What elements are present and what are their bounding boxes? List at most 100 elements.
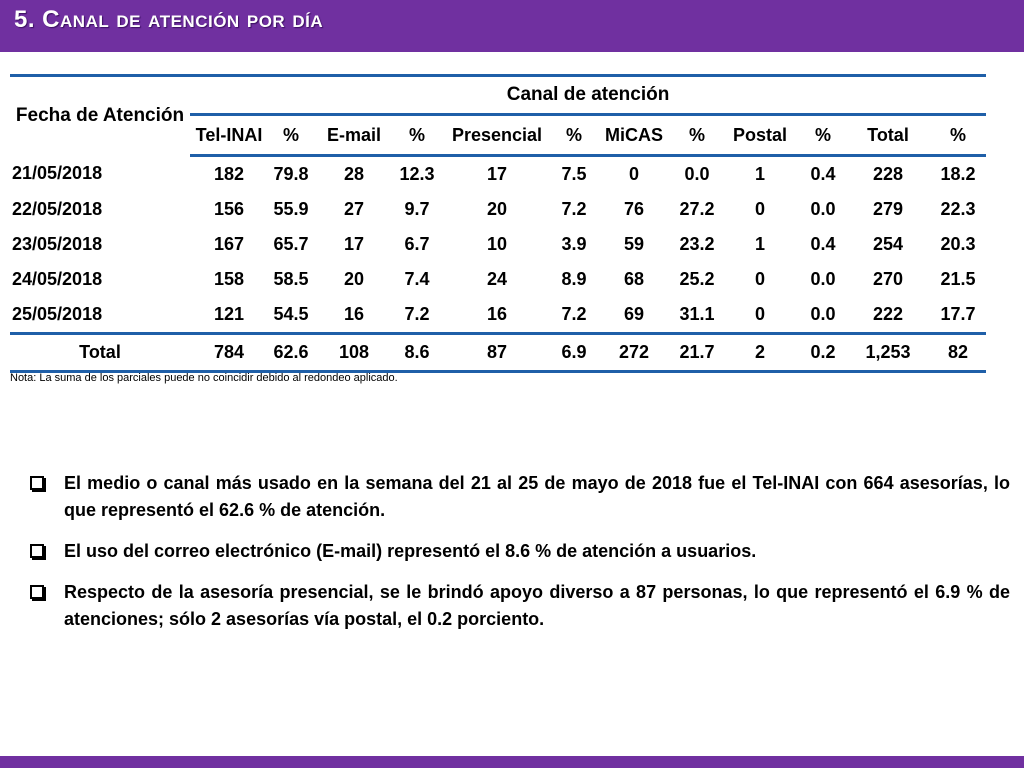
table-cell: 16 [486, 304, 508, 324]
column-header: % [930, 114, 987, 157]
table-cell: 0.0 [810, 199, 836, 219]
table-row: 22/05/2018 156 55.9 27 9.7 20 7.2 76 27.2 0 0.0 279… [10, 192, 986, 227]
total-cell: 21.7 [674, 332, 720, 373]
column-header: Total [846, 114, 930, 157]
table-cell: 279 [872, 199, 904, 219]
table-cell: 28 [343, 164, 365, 184]
footer-bar [0, 756, 1024, 768]
total-cell: 2 [720, 332, 800, 373]
table-body: 21/05/2018 182 79.8 28 12.3 17 7.5 0 0.0 1 0.4 228 1… [10, 156, 986, 334]
table-cell: 17 [486, 164, 508, 184]
table-cell: 0.0 [684, 164, 710, 184]
column-header: Tel-INAI [190, 114, 268, 157]
table-cell: 156 [213, 199, 245, 219]
summary-bullets: El medio o canal más usado en la semana … [30, 470, 1010, 647]
table-cell: 25.2 [679, 269, 715, 289]
total-cell: 82 [930, 332, 987, 373]
table-cell: 24 [486, 269, 508, 289]
table-cell: 79.8 [273, 164, 309, 184]
table-cell: 158 [213, 269, 245, 289]
attention-table-container: Fecha de Atención Canal de atención Tel-… [10, 74, 987, 373]
date-cell: 25/05/2018 [12, 304, 103, 324]
table-row: 25/05/2018 121 54.5 16 7.2 16 7.2 69 31.1 0 0.0 222… [10, 297, 986, 334]
table-cell: 3.9 [561, 234, 587, 254]
checkbox-bullet-icon [30, 544, 46, 560]
table-cell: 0 [628, 164, 639, 184]
attention-table: Fecha de Atención Canal de atención Tel-… [10, 74, 987, 373]
table-cell: 27.2 [679, 199, 715, 219]
table-cell: 167 [213, 234, 245, 254]
table-row: 24/05/2018 158 58.5 20 7.4 24 8.9 68 25.2 0 0.0 270… [10, 262, 986, 297]
column-header: % [800, 114, 846, 157]
table-cell: 20 [343, 269, 365, 289]
table-cell: 21.5 [940, 269, 976, 289]
table-cell: 7.2 [561, 199, 587, 219]
table-cell: 31.1 [679, 304, 715, 324]
total-cell: 87 [440, 332, 554, 373]
column-header: Postal [720, 114, 800, 157]
table-cell: 7.2 [561, 304, 587, 324]
table-cell: 68 [623, 269, 645, 289]
column-header: % [268, 114, 314, 157]
table-cell: 9.7 [404, 199, 430, 219]
bullet-text: El medio o canal más usado en la semana … [64, 473, 1010, 520]
column-header: % [554, 114, 594, 157]
table-cell: 7.4 [404, 269, 430, 289]
table-cell: 18.2 [940, 164, 976, 184]
bullet-item: Respecto de la asesoría presencial, se l… [30, 579, 1010, 633]
table-cell: 76 [623, 199, 645, 219]
date-cell: 24/05/2018 [12, 269, 103, 289]
checkbox-bullet-icon [30, 585, 46, 601]
table-cell: 17 [343, 234, 365, 254]
total-cell: 1,253 [846, 332, 930, 373]
table-cell: 1 [754, 234, 765, 254]
table-cell: 0 [754, 304, 765, 324]
column-header: % [674, 114, 720, 157]
table-header-columns: Tel-INAI % E-mail % Presencial % MiCAS %… [10, 114, 987, 157]
group-header-canal: Canal de atención [190, 74, 987, 116]
date-cell: 23/05/2018 [12, 234, 103, 254]
table-cell: 121 [213, 304, 245, 324]
table-cell: 7.2 [404, 304, 430, 324]
total-cell: 108 [314, 332, 394, 373]
checkbox-bullet-icon [30, 476, 46, 492]
table-cell: 228 [872, 164, 904, 184]
table-cell: 20.3 [940, 234, 976, 254]
table-cell: 16 [343, 304, 365, 324]
table-cell: 7.5 [561, 164, 587, 184]
table-cell: 0 [754, 269, 765, 289]
table-header-top: Fecha de Atención Canal de atención [10, 74, 987, 156]
bullet-item: El medio o canal más usado en la semana … [30, 470, 1010, 524]
column-header: MiCAS [594, 114, 674, 157]
table-cell: 0 [754, 199, 765, 219]
column-header: Presencial [440, 114, 554, 157]
table-cell: 65.7 [273, 234, 309, 254]
bullet-text: El uso del correo electrónico (E-mail) r… [64, 541, 757, 561]
total-label: Total [10, 332, 190, 373]
table-cell: 0.0 [810, 304, 836, 324]
title-bar: 5. Canal de atención por día [0, 0, 1024, 52]
table-total-row: Total 784 62.6 108 8.6 87 6.9 272 21.7 2… [10, 332, 987, 373]
table-cell: 59 [623, 234, 645, 254]
total-cell: 8.6 [394, 332, 440, 373]
total-cell: 6.9 [554, 332, 594, 373]
table-cell: 6.7 [404, 234, 430, 254]
table-cell: 1 [754, 164, 765, 184]
table-cell: 22.3 [940, 199, 976, 219]
table-cell: 20 [486, 199, 508, 219]
total-cell: 784 [190, 332, 268, 373]
table-row: 23/05/2018 167 65.7 17 6.7 10 3.9 59 23.2 1 0.4 254… [10, 227, 986, 262]
column-header: % [394, 114, 440, 157]
table-cell: 17.7 [940, 304, 976, 324]
table-note: Nota: La suma de los parciales puede no … [10, 372, 398, 384]
bullet-item: El uso del correo electrónico (E-mail) r… [30, 538, 1010, 565]
table-cell: 10 [486, 234, 508, 254]
table-cell: 270 [872, 269, 904, 289]
date-cell: 22/05/2018 [12, 199, 103, 219]
page-title: 5. Canal de atención por día [14, 6, 324, 33]
table-cell: 12.3 [399, 164, 435, 184]
table-cell: 8.9 [561, 269, 587, 289]
table-cell: 0.4 [810, 234, 836, 254]
table-cell: 69 [623, 304, 645, 324]
column-header: E-mail [314, 114, 394, 157]
